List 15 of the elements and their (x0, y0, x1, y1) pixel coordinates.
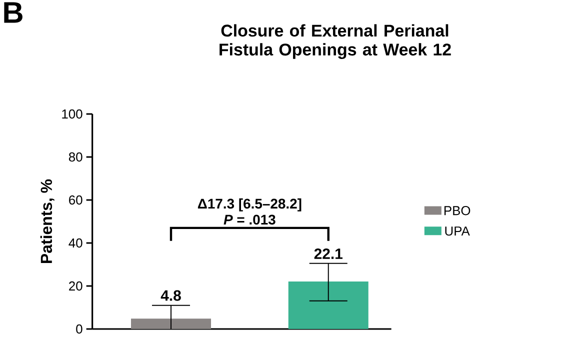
annotation: Δ17.3 [6.5–28.2] (198, 198, 302, 212)
y-tick-label: 100 (62, 109, 82, 119)
data-label: 4.8 (160, 290, 181, 301)
y-tick-label: 0 (76, 324, 82, 334)
legend-label: UPA (445, 226, 470, 236)
annotation: P = .013 (224, 214, 276, 225)
data-label: 22.1 (314, 248, 342, 259)
y-axis-title: Patients, % (40, 179, 54, 263)
chart-title: Closure of External Perianal Fistula Openings at Week 12 (220, 24, 451, 59)
y-tick-label: 20 (69, 281, 82, 291)
text: B (4, 2, 22, 23)
legend-label: PBO (444, 206, 470, 216)
y-tick-label: 80 (68, 152, 82, 162)
y-tick-label: 40 (68, 238, 82, 248)
y-tick-label: 60 (69, 195, 82, 205)
